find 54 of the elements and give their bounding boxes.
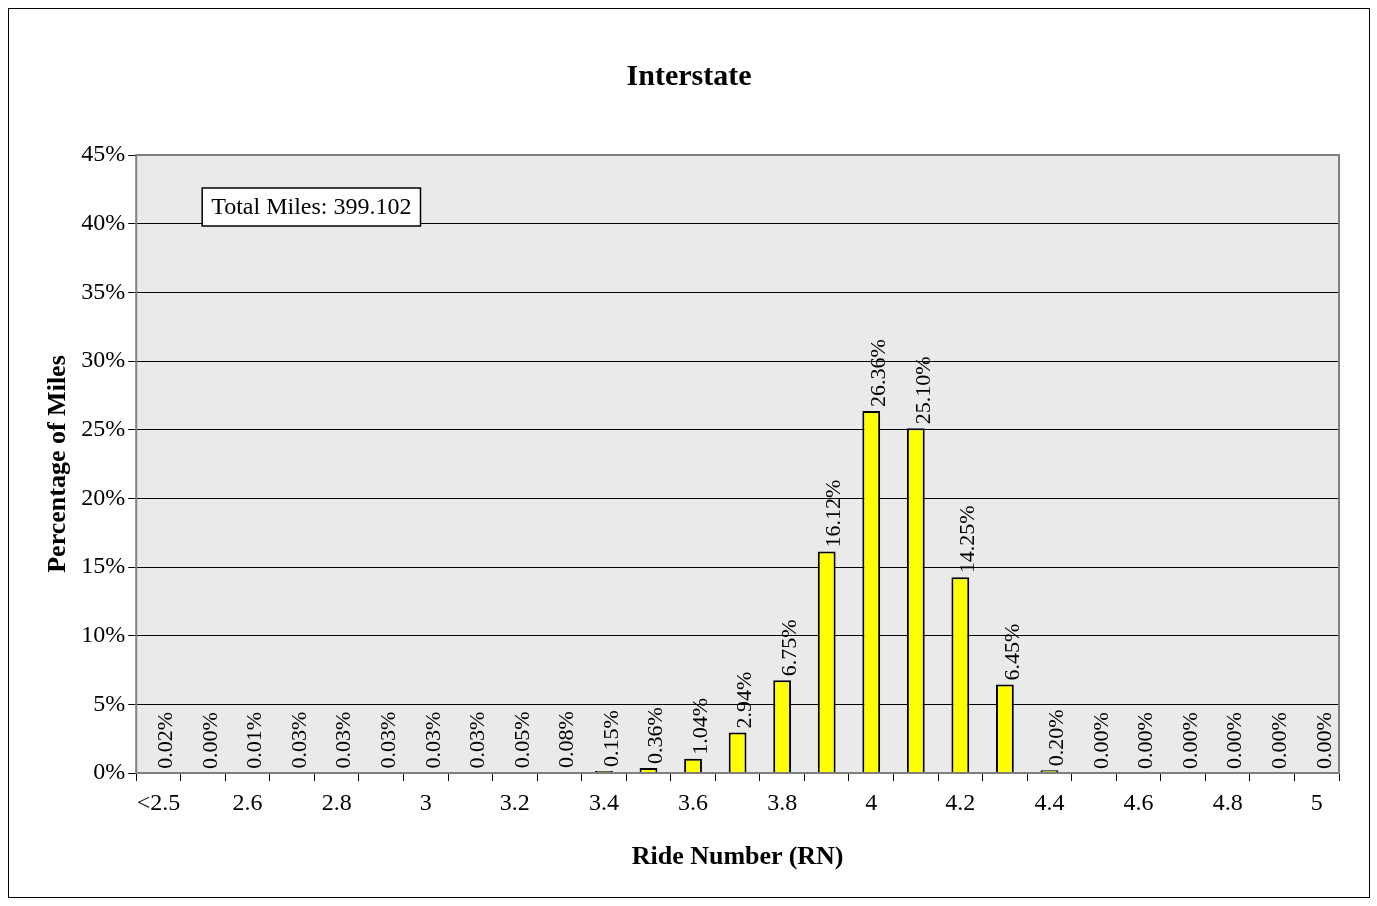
y-tick-label: 30% <box>81 346 126 373</box>
x-tick-label: 4.4 <box>1034 788 1065 815</box>
x-tick-label: <2.5 <box>136 788 181 815</box>
data-label: 16.12% <box>820 479 846 548</box>
data-label: 0.03% <box>464 711 490 769</box>
data-label: 2.94% <box>731 671 757 729</box>
data-label: 0.03% <box>374 711 400 769</box>
data-label: 1.04% <box>686 697 712 755</box>
y-tick-label: 20% <box>81 483 126 510</box>
data-label: 0.00% <box>1265 712 1291 769</box>
data-label: 6.45% <box>998 623 1024 681</box>
data-label: 0.03% <box>330 711 356 769</box>
data-label: 0.00% <box>1176 712 1202 769</box>
x-tick-label: 4.2 <box>945 788 976 815</box>
y-tick-label: 10% <box>81 620 126 647</box>
x-tick-label: 4 <box>865 788 878 815</box>
y-tick-label: 40% <box>81 208 126 235</box>
data-label: 0.00% <box>1087 712 1113 769</box>
data-label: 0.00% <box>1132 712 1158 769</box>
data-label: 0.20% <box>1043 709 1069 767</box>
data-label: 0.03% <box>419 711 445 769</box>
y-axis-title: Percentage of Miles <box>42 355 72 573</box>
data-label: 0.01% <box>241 712 267 769</box>
annotation: Total Miles: 399.102 <box>211 193 412 220</box>
x-tick-label: 3.4 <box>588 788 619 815</box>
y-tick-label: 35% <box>81 277 126 304</box>
data-label: 0.02% <box>152 711 178 769</box>
x-tick-label: 2.6 <box>232 788 263 815</box>
chart-title: Interstate <box>626 57 752 91</box>
data-label: 0.15% <box>597 710 623 767</box>
data-label: 26.36% <box>865 339 891 407</box>
x-tick-label: 3.8 <box>767 788 798 815</box>
data-label: 0.03% <box>285 711 311 769</box>
data-label: 25.10% <box>909 356 935 425</box>
x-tick-label: 3 <box>419 788 432 815</box>
x-tick-label: 3.2 <box>499 788 530 815</box>
y-tick-label: 45% <box>81 140 126 167</box>
y-tick-label: 0% <box>93 758 126 785</box>
data-label: 0.05% <box>508 711 534 769</box>
x-axis-title: Ride Number (RN) <box>631 841 844 871</box>
data-label: 0.00% <box>196 712 222 769</box>
data-label: 0.00% <box>1310 712 1336 769</box>
y-tick-label: 5% <box>93 689 126 716</box>
data-label: 0.00% <box>1221 712 1247 769</box>
x-tick-label: 5 <box>1310 788 1323 815</box>
x-tick-label: 3.6 <box>678 788 709 815</box>
x-tick-label: 2.8 <box>321 788 352 815</box>
data-label: 0.36% <box>642 707 668 765</box>
y-tick-label: 25% <box>81 414 126 441</box>
x-tick-label: 4.6 <box>1123 788 1154 815</box>
data-label: 6.75% <box>775 619 801 677</box>
y-tick-label: 15% <box>81 552 126 579</box>
data-label: 0.08% <box>553 711 579 768</box>
x-tick-label: 4.8 <box>1212 788 1243 815</box>
